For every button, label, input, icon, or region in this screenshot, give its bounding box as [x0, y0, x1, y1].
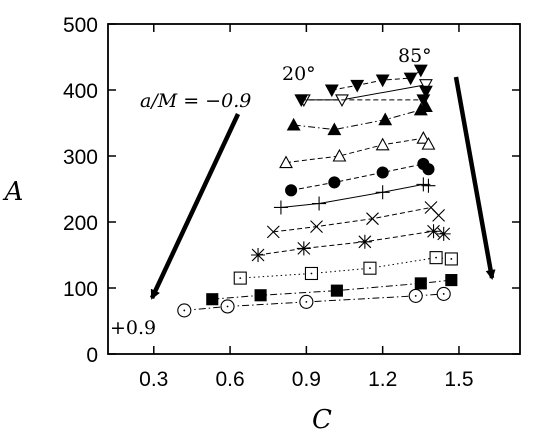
y-tick-label: 400: [63, 80, 98, 103]
series-layer: [177, 64, 458, 318]
series-2: [294, 85, 433, 108]
data-point: [327, 122, 342, 136]
y-tick-label: 500: [63, 14, 98, 37]
data-point: [421, 178, 436, 193]
data-point: [310, 220, 323, 234]
data-point: [432, 209, 446, 222]
series-5: [285, 157, 435, 197]
data-point: [418, 99, 433, 113]
series-line: [212, 279, 452, 300]
data-point: [416, 131, 431, 144]
data-point: [251, 248, 266, 262]
data-point: [436, 226, 451, 241]
x-tick-label: 0.6: [215, 368, 244, 391]
series-line: [291, 163, 429, 191]
series-line: [257, 230, 444, 256]
x-tick-label: 1.5: [444, 368, 473, 391]
data-point: [357, 234, 372, 249]
data-point-center: [310, 272, 313, 275]
data-point: [330, 284, 343, 297]
data-point: [294, 94, 309, 108]
data-point: [286, 117, 301, 131]
data-point: [413, 64, 428, 78]
y-tick-label: 300: [63, 146, 98, 169]
data-point: [426, 224, 441, 239]
series-3: [286, 99, 433, 136]
series-6: [273, 177, 436, 215]
data-point: [375, 137, 390, 151]
arrow-spin: [149, 113, 241, 300]
data-point: [350, 79, 365, 93]
series-line: [273, 206, 439, 233]
data-point: [445, 274, 458, 287]
data-point: [279, 155, 293, 169]
data-point: [375, 74, 390, 88]
data-point: [312, 196, 327, 211]
data-point: [403, 72, 418, 86]
data-point: [376, 166, 389, 179]
x-tick-label: 0.9: [292, 368, 321, 391]
annotation-angle-low: 20°: [282, 63, 316, 85]
data-point: [422, 163, 435, 176]
data-point: [328, 176, 341, 189]
data-point: [332, 148, 347, 162]
data-point: [285, 184, 298, 197]
annotation-spin-low: +0.9: [110, 317, 156, 339]
data-point-center: [450, 258, 453, 260]
arrow-angle: [453, 76, 496, 280]
axis-ticks: 0.3 0.6 0.9 1.2 1.5 0 100 200 300 400 500: [63, 14, 520, 391]
series-10: [206, 274, 458, 306]
series-4: [279, 131, 436, 169]
data-point: [366, 212, 379, 226]
series-7: [266, 201, 446, 239]
data-point-center: [369, 267, 371, 270]
data-point: [296, 241, 311, 256]
series-11: [177, 286, 451, 318]
x-tick-label: 0.3: [139, 368, 168, 391]
data-point: [418, 79, 433, 92]
data-point-center: [442, 293, 445, 295]
series-line: [293, 106, 427, 131]
annotation-angle-high: 85°: [398, 45, 432, 67]
x-tick-label: 1.2: [368, 368, 397, 391]
x-axis-label: C: [312, 405, 332, 435]
data-point: [266, 225, 280, 239]
data-point-center: [226, 305, 229, 308]
plot-frame: [107, 23, 521, 355]
data-point-center: [239, 277, 242, 279]
data-point: [418, 85, 433, 99]
data-point: [421, 136, 436, 150]
data-point: [206, 293, 219, 306]
y-tick-label: 0: [86, 344, 98, 367]
series-line: [285, 137, 429, 164]
data-point-center: [183, 309, 186, 312]
series-line: [240, 257, 452, 279]
data-point-center: [435, 256, 437, 259]
data-point: [378, 112, 393, 126]
data-point: [414, 277, 427, 290]
data-point: [375, 185, 390, 200]
series-0: [324, 64, 428, 98]
y-tick-label: 100: [63, 278, 98, 301]
data-point: [324, 84, 339, 98]
y-tick-label: 200: [63, 212, 98, 235]
data-point-center: [414, 295, 417, 297]
y-axis-label: A: [3, 177, 24, 207]
data-point-center: [305, 300, 308, 303]
annotation-spin-high: a/M = −0.9: [140, 90, 251, 112]
series-9: [233, 251, 458, 285]
series-8: [251, 224, 451, 262]
series-line: [303, 84, 426, 101]
data-point: [273, 200, 288, 215]
data-point: [254, 289, 267, 302]
